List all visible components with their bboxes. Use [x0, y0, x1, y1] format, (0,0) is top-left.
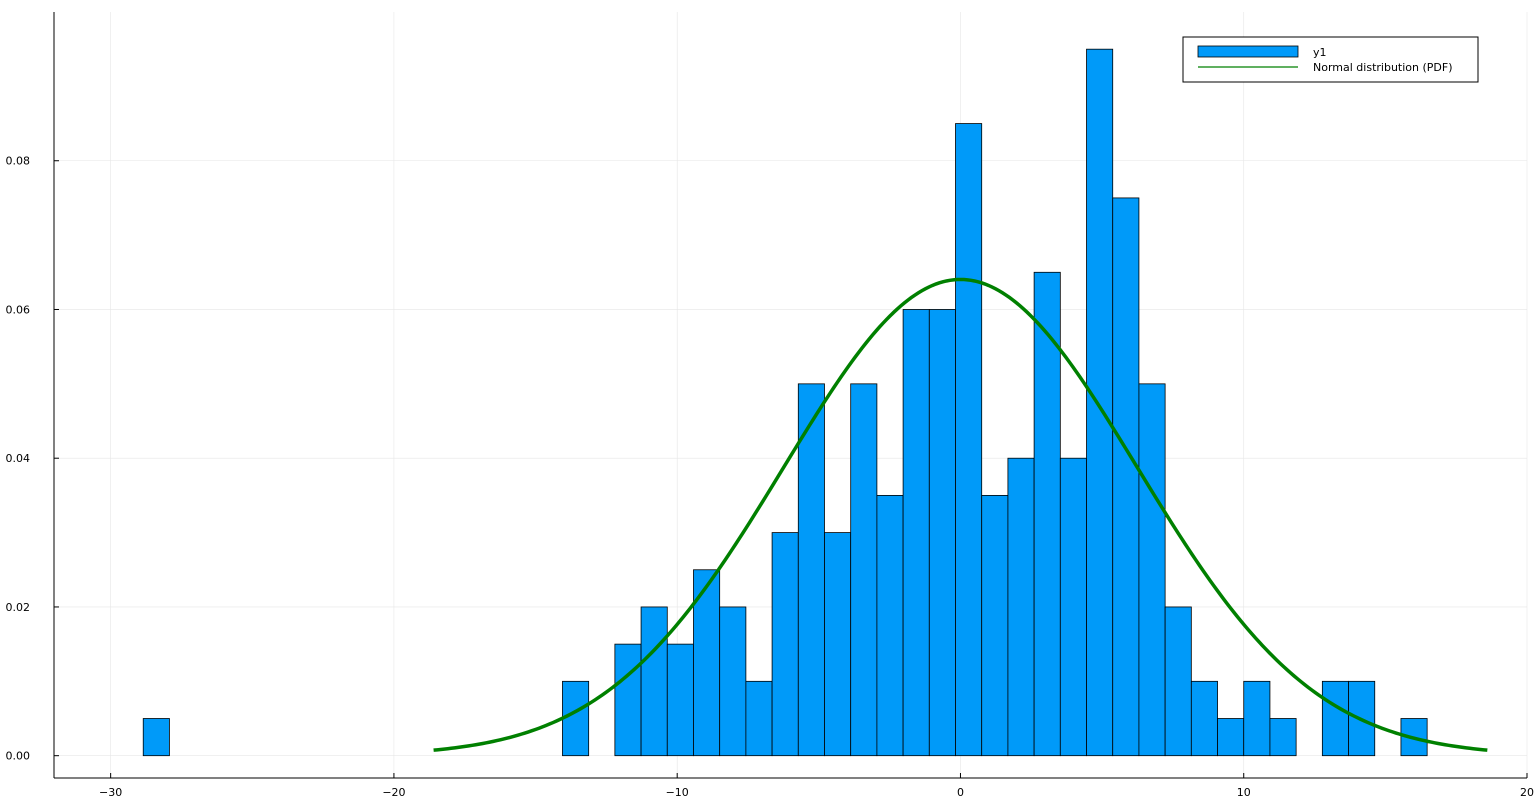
histogram-bar	[955, 123, 983, 757]
histogram-bar	[1269, 718, 1297, 757]
x-tick-label: −20	[382, 786, 405, 799]
legend-swatch-y1	[1197, 45, 1299, 58]
y-axis-ticks: 0.00 0.02 0.04 0.06 0.08	[6, 155, 59, 763]
histogram-bar	[902, 309, 930, 757]
histogram-bar	[1086, 48, 1114, 757]
legend-label-y1: y1	[1313, 46, 1327, 59]
axes	[53, 12, 1527, 779]
histogram-bar	[1321, 680, 1349, 757]
histogram-bar	[640, 606, 668, 757]
x-tick-label: 0	[957, 786, 964, 799]
x-tick-label: −10	[666, 786, 689, 799]
histogram-bar	[1190, 680, 1218, 757]
histogram-bar	[614, 643, 642, 757]
histogram-bar	[745, 680, 773, 757]
histogram-bar	[850, 383, 878, 757]
histogram-bar	[1138, 383, 1166, 757]
x-tick-label: 10	[1237, 786, 1251, 799]
histogram-bar	[1243, 680, 1271, 757]
x-tick-label: −30	[99, 786, 122, 799]
legend-label-pdf: Normal distribution (PDF)	[1313, 61, 1453, 74]
histogram-bar	[142, 718, 170, 757]
histogram-bar	[1217, 718, 1245, 757]
histogram-bar	[1059, 457, 1087, 757]
histogram-bar	[797, 383, 825, 757]
histogram-bar	[1164, 606, 1192, 757]
normal-pdf-line	[433, 277, 1488, 752]
histogram-bars	[142, 48, 1428, 757]
histogram-bar	[719, 606, 747, 757]
histogram-bar	[771, 532, 799, 757]
y-tick-label: 0.02	[6, 601, 31, 614]
histogram-bar	[1007, 457, 1035, 757]
legend: y1 Normal distribution (PDF)	[1182, 36, 1479, 83]
histogram-bar	[1112, 197, 1140, 757]
y-tick-label: 0.06	[6, 303, 31, 316]
histogram-bar	[666, 643, 694, 757]
histogram-bar	[562, 680, 590, 757]
y-tick-label: 0.00	[6, 750, 31, 763]
x-axis-ticks: −30 −20 −10 0 10 20	[99, 773, 1534, 799]
y-tick-label: 0.04	[6, 452, 31, 465]
histogram-bar	[876, 494, 904, 757]
x-tick-label: 20	[1520, 786, 1534, 799]
histogram-bar	[928, 309, 956, 757]
legend-box	[1182, 36, 1479, 83]
histogram-bar	[824, 532, 852, 757]
y-tick-label: 0.08	[6, 155, 31, 168]
histogram-bar	[981, 494, 1009, 757]
